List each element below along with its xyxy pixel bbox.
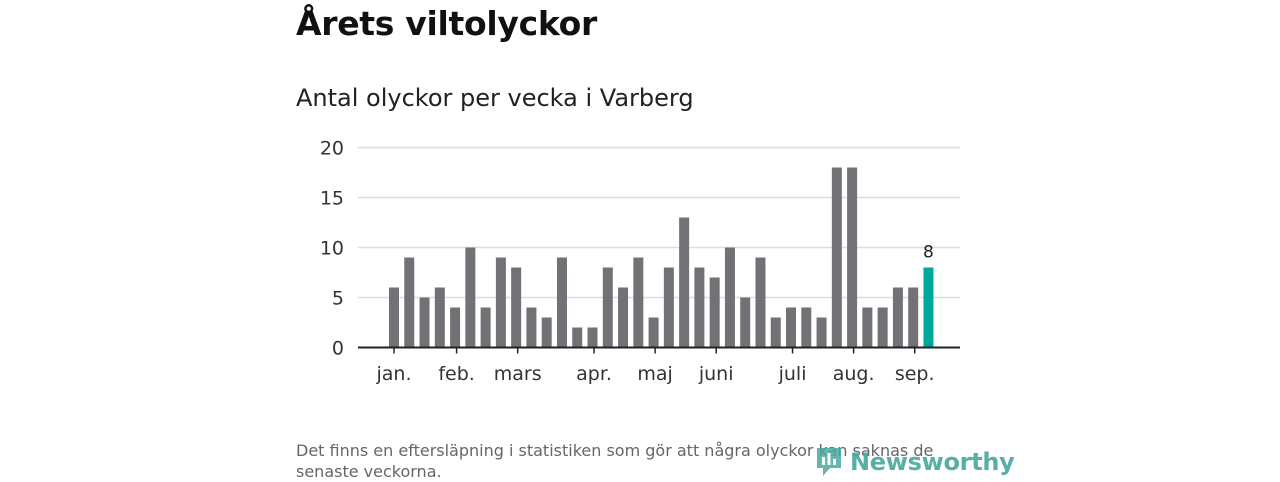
x-axis-ticks: jan. feb. mars apr. maj juni juli aug. sep. [375,347,935,385]
x-tick-label: juli [778,363,807,385]
bar [465,247,476,348]
y-tick-label: 15 [320,188,344,210]
bar [404,257,415,348]
bar [541,317,552,348]
x-tick-label: juni [698,363,734,385]
chart-title: Årets viltolyckor [296,4,597,43]
bar [572,327,583,348]
bar [419,297,430,348]
bar [663,267,674,348]
x-tick-label: apr. [576,363,612,385]
bar [526,307,537,348]
bar-chart: 0 5 10 15 20 jan. feb. mars apr. maj juni juli aug.… [320,138,960,385]
bar [709,277,720,348]
chart-subtitle: Antal olyckor per vecka i Varberg [296,84,694,112]
bar [801,307,812,348]
bar [648,317,659,348]
y-tick-label: 0 [332,338,344,360]
footnote: Det finns en eftersläpning i statistiken… [296,441,934,481]
bar [908,287,919,348]
bar [755,257,766,348]
grid-lines [358,146,960,299]
bar [511,267,522,348]
newsworthy-logo-icon [817,448,841,476]
bar [892,287,903,348]
y-tick-label: 10 [320,238,344,260]
bar [602,267,613,348]
bar [877,307,888,348]
data-labels: 8 [923,243,934,263]
bar [389,287,399,348]
logo-text: Newsworthy [850,448,1015,476]
y-tick-label: 20 [320,138,344,160]
x-tick-label: sep. [895,363,935,385]
bar [679,217,690,348]
y-axis-ticks: 0 5 10 15 20 [320,138,344,360]
data-label-latest: 8 [923,243,934,263]
y-tick-label: 5 [332,288,344,310]
bar [480,307,491,348]
bar [450,307,461,348]
bar-highlight [923,267,934,348]
bar [587,327,598,348]
bar [740,297,751,348]
bar [495,257,506,348]
x-tick-label: jan. [375,363,411,385]
x-tick-label: maj [637,363,672,385]
x-tick-label: aug. [833,363,875,385]
bar [847,167,858,348]
bar [633,257,644,348]
bar [770,317,781,348]
bar [724,247,735,348]
bar [862,307,873,348]
bar [618,287,629,348]
bars [358,167,960,349]
newsworthy-logo: Newsworthy [814,446,1015,478]
x-tick-label: mars [494,363,542,385]
bar [556,257,567,348]
bar [434,287,445,348]
bar [786,307,797,348]
bar [831,167,842,348]
bar [816,317,827,348]
bar [694,267,705,348]
x-tick-label: feb. [438,363,474,385]
